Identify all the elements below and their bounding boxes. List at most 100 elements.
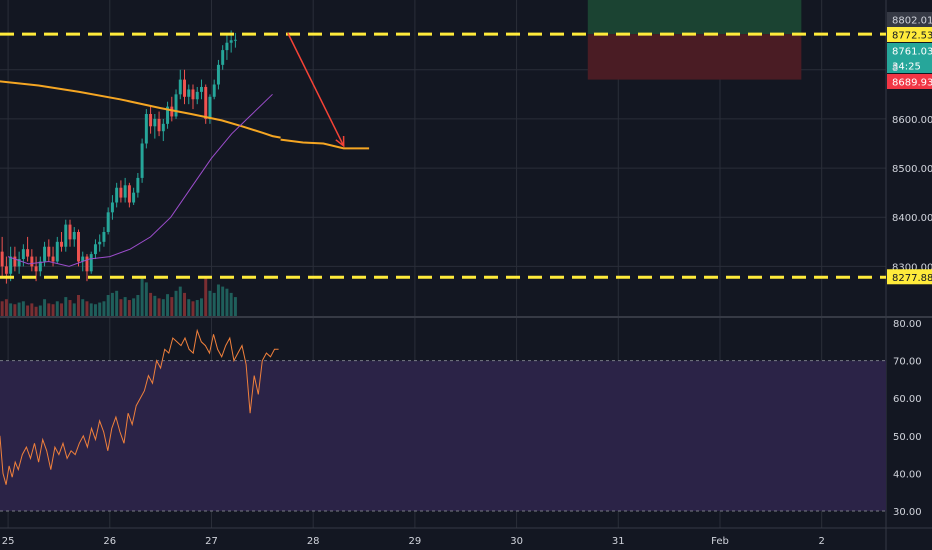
candle[interactable] xyxy=(187,89,191,97)
volume-bar xyxy=(208,290,212,316)
candle[interactable] xyxy=(89,254,93,272)
candle[interactable] xyxy=(64,224,68,247)
candle[interactable] xyxy=(204,86,208,119)
candle[interactable] xyxy=(98,241,102,245)
candle[interactable] xyxy=(119,187,123,198)
candle[interactable] xyxy=(102,231,106,242)
candle[interactable] xyxy=(183,79,186,97)
profit-zone[interactable] xyxy=(587,0,802,35)
candlesticks[interactable] xyxy=(0,30,237,284)
current-price-tag-bg xyxy=(887,43,932,58)
candle[interactable] xyxy=(68,224,72,240)
candle[interactable] xyxy=(161,123,165,132)
candle[interactable] xyxy=(166,106,170,124)
candle[interactable] xyxy=(208,96,212,119)
volume-bar xyxy=(72,303,76,316)
ma-purple-line xyxy=(7,93,273,267)
candle[interactable] xyxy=(43,246,47,262)
volume-bar xyxy=(140,278,144,316)
volume-bar xyxy=(68,300,72,316)
volume-bar xyxy=(4,299,8,316)
candle[interactable] xyxy=(77,231,80,262)
candle[interactable] xyxy=(51,256,55,262)
candle[interactable] xyxy=(34,266,38,272)
candle[interactable] xyxy=(233,39,237,41)
candle[interactable] xyxy=(178,79,182,95)
volume-bar xyxy=(191,301,195,316)
volume-bar xyxy=(127,300,131,316)
candle[interactable] xyxy=(30,256,34,267)
sma-orange-projection xyxy=(280,138,370,150)
volume-bars xyxy=(0,276,237,316)
candle[interactable] xyxy=(115,187,119,203)
candle[interactable] xyxy=(144,114,148,144)
candle[interactable] xyxy=(26,249,30,257)
countdown-tag: 34:25 xyxy=(892,62,921,73)
candle[interactable] xyxy=(216,64,220,85)
candle[interactable] xyxy=(72,231,76,240)
candle[interactable] xyxy=(123,185,127,198)
loss-zone[interactable] xyxy=(587,34,802,80)
candle[interactable] xyxy=(153,118,157,127)
horizontal-levels[interactable] xyxy=(0,32,886,279)
rsi-tick-label: 80.00 xyxy=(893,319,922,330)
volume-bar xyxy=(89,303,93,316)
candle[interactable] xyxy=(38,261,42,272)
volume-bar xyxy=(216,284,220,316)
candle[interactable] xyxy=(132,192,136,203)
volume-bar xyxy=(221,286,225,316)
candle[interactable] xyxy=(225,42,229,51)
arrow-shaft[interactable] xyxy=(287,32,345,147)
resistance-price-tag: 8772.53 xyxy=(892,31,932,42)
candle[interactable] xyxy=(55,241,59,262)
candle[interactable] xyxy=(106,212,110,232)
candle[interactable] xyxy=(191,89,195,100)
trend-arrow[interactable] xyxy=(287,32,345,148)
candle[interactable] xyxy=(47,246,51,257)
volume-bar xyxy=(43,299,47,316)
volume-bar xyxy=(55,301,59,316)
time-tick-label: 27 xyxy=(205,536,218,547)
trade-zone[interactable] xyxy=(587,0,802,80)
candle[interactable] xyxy=(0,251,4,267)
candle[interactable] xyxy=(81,256,85,262)
volume-bar xyxy=(136,295,140,316)
candle[interactable] xyxy=(110,202,114,213)
volume-bar xyxy=(0,301,4,316)
volume-bar xyxy=(153,295,157,316)
volume-bar xyxy=(183,292,186,316)
candle[interactable] xyxy=(85,256,89,272)
candle[interactable] xyxy=(9,256,13,274)
candle[interactable] xyxy=(149,114,153,127)
candle[interactable] xyxy=(93,244,97,255)
time-tick-label: 2 xyxy=(818,536,824,547)
candle[interactable] xyxy=(136,177,140,193)
candle[interactable] xyxy=(17,259,21,267)
candle[interactable] xyxy=(140,143,144,178)
arrow-head[interactable] xyxy=(335,135,345,148)
candle[interactable] xyxy=(199,86,203,92)
candle[interactable] xyxy=(212,84,216,97)
lower-price-tag-bg xyxy=(887,74,932,89)
candle[interactable] xyxy=(174,94,178,117)
candle[interactable] xyxy=(4,266,8,274)
candle[interactable] xyxy=(60,241,64,247)
volume-bar xyxy=(229,292,233,316)
candle[interactable] xyxy=(195,91,199,100)
candle[interactable] xyxy=(221,50,225,65)
candle[interactable] xyxy=(157,118,161,132)
candle[interactable] xyxy=(21,249,25,260)
candle[interactable] xyxy=(170,106,174,117)
candle[interactable] xyxy=(229,40,233,43)
volume-bar xyxy=(85,301,89,316)
candle[interactable] xyxy=(127,185,131,203)
current-price-tag: 8761.03 xyxy=(892,47,932,58)
volume-bar xyxy=(204,276,208,316)
price-tick-label: 8400.00 xyxy=(892,213,932,224)
time-tick-label: 31 xyxy=(612,536,625,547)
sma-orange-line xyxy=(0,80,281,139)
volume-bar xyxy=(199,298,203,316)
candle[interactable] xyxy=(13,256,17,267)
rsi-tick-label: 60.00 xyxy=(893,394,922,405)
